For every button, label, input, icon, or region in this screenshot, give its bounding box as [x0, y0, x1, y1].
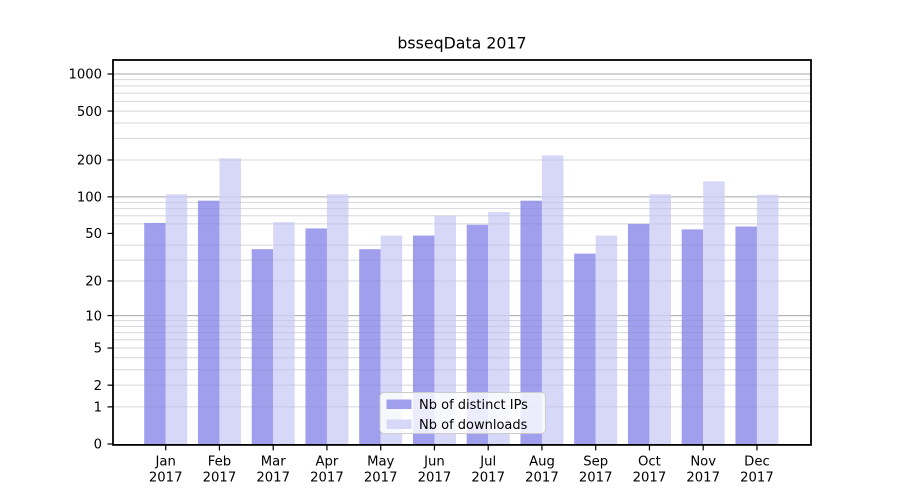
bar-downloads	[756, 194, 779, 444]
x-axis-month-label: May	[367, 455, 394, 470]
legend-box	[379, 392, 546, 434]
x-axis-month-label: Jun	[423, 455, 445, 470]
x-axis-month-label: Dec	[744, 455, 770, 470]
legend-label-distinct-ips: Nb of distinct IPs	[419, 398, 528, 413]
y-axis-tick-label: 0	[94, 438, 102, 453]
bar-distinct-ips	[412, 235, 435, 444]
bar-downloads	[595, 235, 618, 444]
y-axis-tick-label: 5	[94, 342, 102, 357]
x-axis-year-label: 2017	[740, 471, 774, 486]
plot-area: 01251020501002005001000Jan2017Feb2017Mar…	[68, 59, 812, 486]
legend-swatch-distinct-ips	[386, 399, 412, 409]
x-axis-year-label: 2017	[579, 471, 613, 486]
y-axis-tick-label: 1	[94, 401, 102, 416]
bar-distinct-ips	[520, 200, 542, 444]
bar-downloads	[219, 158, 241, 445]
x-axis-month-label: Mar	[261, 455, 286, 470]
chart-title: bsseqData 2017	[397, 34, 526, 53]
x-axis-month-label: Jan	[155, 455, 176, 470]
x-axis-month-label: Oct	[638, 455, 661, 470]
bar-distinct-ips	[359, 249, 381, 444]
x-axis-year-label: 2017	[310, 471, 344, 486]
bar-distinct-ips	[735, 226, 757, 444]
bar-distinct-ips	[681, 229, 704, 444]
bar-downloads	[326, 194, 349, 444]
x-axis-month-label: Apr	[316, 455, 339, 470]
x-axis-year-label: 2017	[471, 471, 505, 486]
bar-distinct-ips	[574, 253, 596, 444]
y-axis-tick-label: 10	[85, 309, 102, 324]
bar-downloads	[649, 194, 671, 444]
bar-distinct-ips	[197, 200, 220, 444]
x-axis-month-label: Jul	[479, 455, 496, 470]
y-axis-tick-label: 2	[94, 379, 102, 394]
x-axis-year-label: 2017	[203, 471, 237, 486]
axes-spines	[112, 59, 812, 446]
bar-downloads	[703, 181, 725, 444]
y-axis-tick-label: 100	[77, 191, 102, 206]
legend-label-downloads: Nb of downloads	[419, 418, 528, 433]
bar-distinct-ips	[144, 222, 166, 444]
x-axis-year-label: 2017	[364, 471, 398, 486]
bar-distinct-ips	[251, 249, 274, 444]
bar-distinct-ips	[466, 224, 489, 444]
y-axis-tick-label: 20	[85, 275, 102, 290]
x-axis-year-label: 2017	[633, 471, 667, 486]
bar-distinct-ips	[627, 223, 650, 444]
x-axis-month-label: Feb	[208, 455, 231, 470]
bar-downloads	[380, 235, 403, 444]
x-axis-year-label: 2017	[256, 471, 290, 486]
y-axis-tick-label: 500	[77, 105, 102, 120]
y-axis-tick-label: 200	[77, 154, 102, 169]
bar-downloads	[434, 215, 456, 444]
x-axis-year-label: 2017	[525, 471, 559, 486]
y-axis-tick-label: 50	[85, 227, 102, 242]
legend: Nb of distinct IPs Nb of downloads	[379, 392, 546, 434]
bar-downloads	[165, 194, 188, 444]
y-axis-tick-label: 1000	[68, 68, 102, 83]
legend-swatch-downloads	[386, 419, 412, 429]
x-axis-month-label: Sep	[583, 455, 608, 470]
x-axis-month-label: Nov	[690, 455, 716, 470]
bar-downloads	[541, 155, 564, 444]
x-axis-year-label: 2017	[418, 471, 452, 486]
bar-downloads	[273, 222, 295, 444]
bar-distinct-ips	[305, 228, 327, 444]
x-axis-month-label: Aug	[529, 455, 555, 470]
x-axis-year-label: 2017	[686, 471, 720, 486]
x-axis-year-label: 2017	[149, 471, 183, 486]
bar-downloads	[488, 212, 510, 444]
